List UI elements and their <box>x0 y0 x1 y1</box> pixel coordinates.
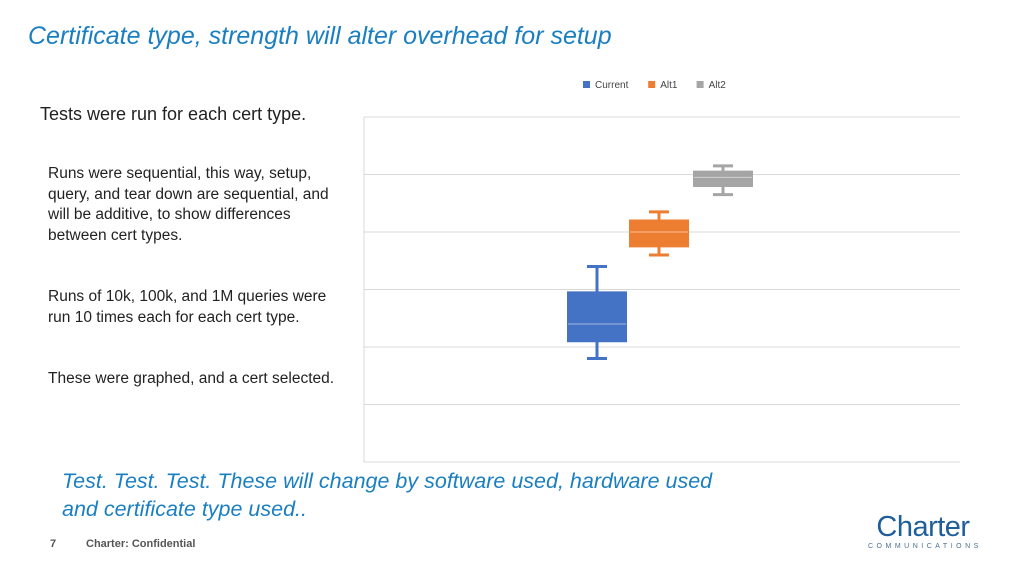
box-body-alt1 <box>629 219 689 248</box>
plot-area <box>363 116 960 463</box>
logo-subtext: COMMUNICATIONS <box>868 543 982 550</box>
footer-note: Test. Test. Test. These will change by s… <box>62 469 713 521</box>
page-number: 7 <box>50 538 57 550</box>
box-current <box>567 265 627 360</box>
confidential-label: Charter: Confidential <box>86 538 196 550</box>
box-body-current <box>567 291 627 343</box>
legend-swatch-current <box>583 81 590 88</box>
legend-label-current: Current <box>595 80 629 91</box>
chart-legend: Current Alt1 Alt2 <box>583 80 726 91</box>
paragraph-query-counts: Runs of 10k, 100k, and 1M queries were r… <box>48 288 327 326</box>
legend-label-alt1: Alt1 <box>660 80 678 91</box>
charter-logo: Charter COMMUNICATIONS <box>868 512 978 552</box>
legend-swatch-alt1 <box>648 81 656 88</box>
slide-title: Certificate type, strength will alter ov… <box>28 22 612 50</box>
box-alt2 <box>693 164 753 197</box>
legend-swatch-alt2 <box>696 81 704 88</box>
box-alt1 <box>629 210 689 257</box>
logo-wordmark: Charter <box>876 511 970 543</box>
legend-label-alt2: Alt2 <box>709 80 727 91</box>
slide-subtitle: Tests were run for each cert type. <box>40 104 307 124</box>
box-body-alt2 <box>693 170 753 187</box>
box-plot-chart: Current Alt1 Alt2 <box>363 80 960 463</box>
paragraph-graphed: These were graphed, and a cert selected. <box>48 370 335 387</box>
paragraph-runs-sequential: Runs were sequential, this way, setup, q… <box>48 165 329 244</box>
